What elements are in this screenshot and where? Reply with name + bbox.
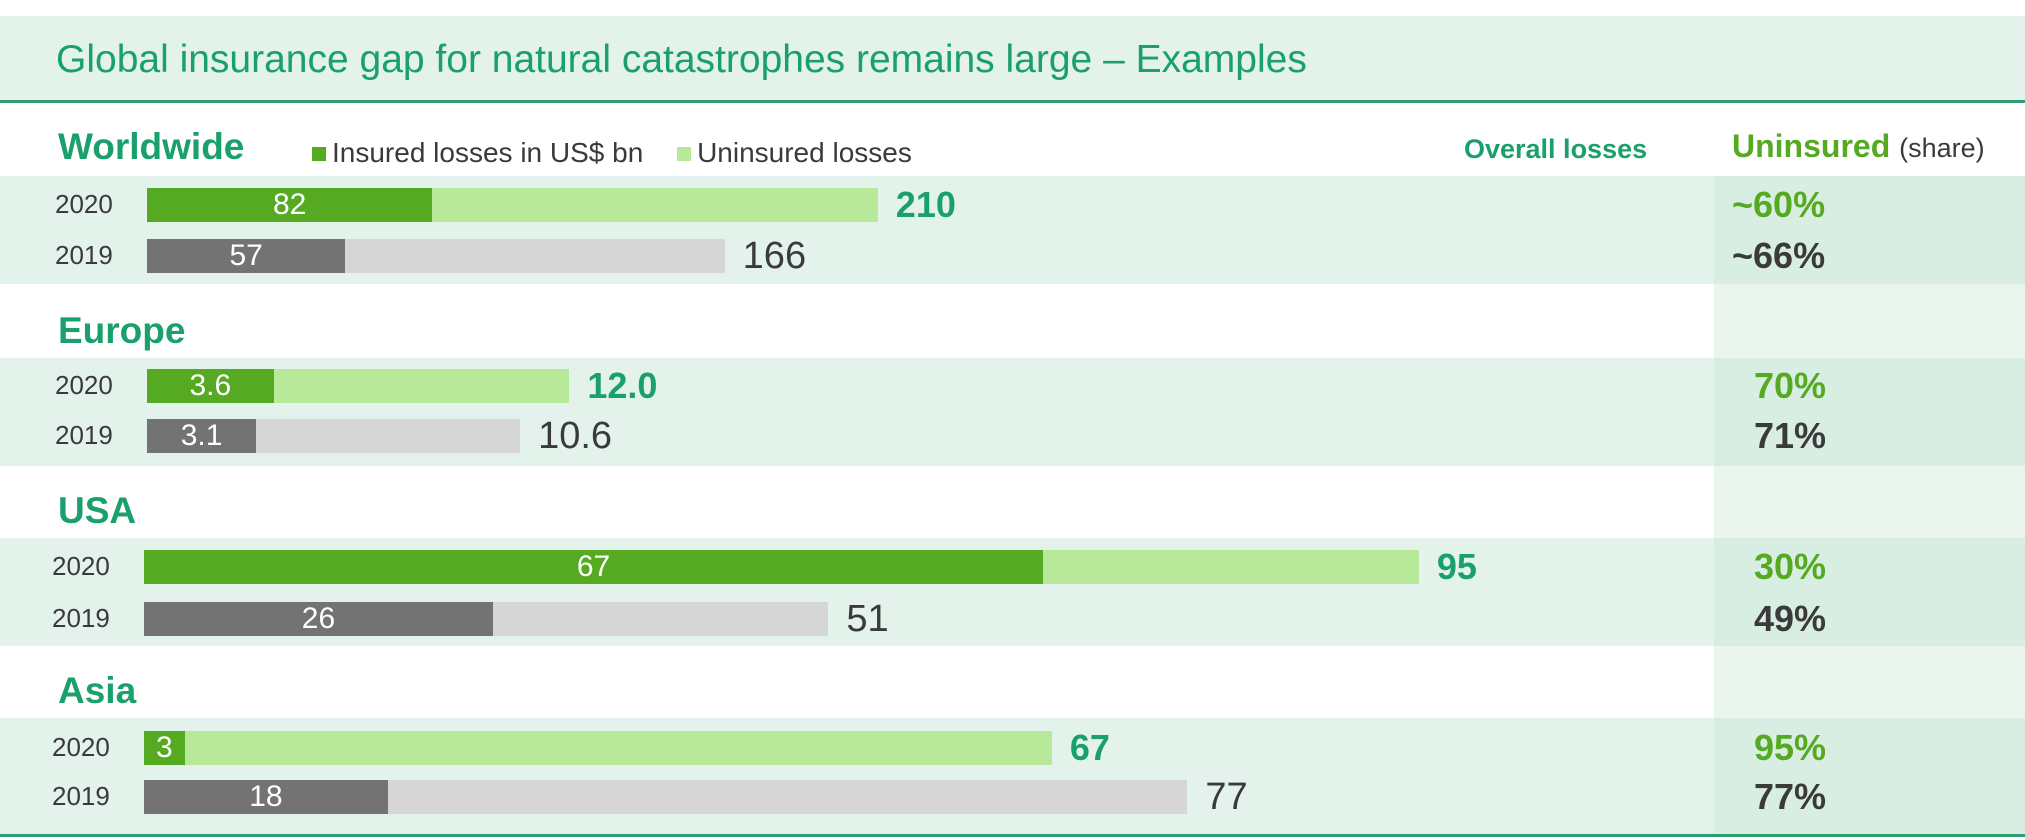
uninsured-column-gap bbox=[1714, 284, 2025, 358]
insured-value-label: 57 bbox=[229, 239, 263, 272]
insured-value-label: 26 bbox=[301, 602, 336, 635]
uninsured-share-label: ~66% bbox=[1732, 235, 1825, 277]
overall-value-label: 67 bbox=[1069, 727, 1110, 768]
legend-insured: Insured losses in US$ bn bbox=[312, 137, 643, 168]
region-label: Worldwide bbox=[58, 126, 245, 167]
legend-insured-label: Insured losses in US$ bn bbox=[332, 137, 644, 168]
insured-value-label: 3.1 bbox=[180, 419, 223, 452]
insured-value-label: 18 bbox=[249, 780, 283, 813]
insured-bar bbox=[144, 780, 388, 814]
insured-bar bbox=[147, 239, 346, 273]
insured-value-label: 67 bbox=[576, 550, 611, 583]
bottom-rule bbox=[0, 834, 2025, 837]
year-label: 2020 bbox=[52, 551, 110, 581]
uninsured-heading-suffix: (share) bbox=[1899, 133, 1985, 163]
overall-value-label: 95 bbox=[1436, 546, 1477, 587]
uninsured-share-label: ~60% bbox=[1732, 184, 1826, 225]
year-label: 2019 bbox=[52, 781, 110, 811]
uninsured-share-number: ~66% bbox=[1732, 235, 1826, 276]
overall-value-label: 77 bbox=[1205, 776, 1248, 818]
year-label: 2020 bbox=[55, 370, 113, 400]
uninsured-share-label: 70% bbox=[1754, 365, 1827, 406]
insured-bar bbox=[147, 369, 274, 403]
uninsured-share-label: 49% bbox=[1754, 598, 1826, 640]
region-label: USA bbox=[58, 490, 137, 531]
legend-insured-swatch bbox=[312, 147, 326, 161]
insured-value-label: 3.6 bbox=[189, 369, 232, 402]
overall-value-label: 210 bbox=[895, 184, 956, 225]
uninsured-share-label: 77% bbox=[1754, 776, 1826, 818]
insured-bar bbox=[144, 550, 1044, 584]
overall-value-label: 51 bbox=[846, 598, 889, 640]
uninsured-share-label: 71% bbox=[1754, 415, 1826, 457]
insured-value-label: 3 bbox=[155, 731, 173, 764]
region-label: Europe bbox=[58, 310, 186, 351]
insured-value-label: 82 bbox=[272, 188, 307, 221]
year-label: 2020 bbox=[52, 732, 110, 762]
chart-title: Global insurance gap for natural catastr… bbox=[56, 38, 1307, 81]
year-label: 2019 bbox=[55, 420, 113, 450]
uninsured-share-number: 71% bbox=[1754, 415, 1827, 456]
overall-value-label: 166 bbox=[742, 235, 807, 277]
legend-uninsured-swatch bbox=[677, 147, 692, 161]
uninsured-bar bbox=[144, 731, 1052, 765]
insured-bar bbox=[147, 419, 257, 453]
uninsured-share-label: 95% bbox=[1754, 727, 1827, 768]
uninsured-column-gap bbox=[1714, 466, 2025, 538]
uninsured-heading-text: Uninsured bbox=[1732, 128, 1891, 164]
overall-losses-heading: Overall losses bbox=[1464, 134, 1648, 164]
insured-bar bbox=[144, 602, 493, 636]
overall-value-label: 10.6 bbox=[538, 415, 613, 457]
insured-bar bbox=[147, 188, 433, 222]
uninsured-column-gap bbox=[1714, 646, 2025, 718]
insured-bar bbox=[144, 731, 185, 765]
legend-uninsured-label: Uninsured losses bbox=[697, 137, 912, 168]
uninsured-share-label: 30% bbox=[1754, 546, 1827, 587]
region-label: Asia bbox=[58, 670, 137, 711]
year-label: 2019 bbox=[52, 603, 110, 633]
title-band bbox=[0, 16, 2025, 103]
year-label: 2020 bbox=[55, 189, 113, 219]
overall-value-label: 12.0 bbox=[587, 365, 658, 406]
legend-uninsured: Uninsured losses bbox=[677, 137, 912, 168]
year-label: 2019 bbox=[55, 240, 113, 270]
uninsured-share-number: 77% bbox=[1754, 776, 1827, 817]
uninsured-share-number: 49% bbox=[1754, 598, 1827, 639]
legend: Insured losses in US$ bn Uninsured losse… bbox=[312, 137, 938, 169]
uninsured-heading: Uninsured (share) bbox=[1732, 128, 1985, 165]
